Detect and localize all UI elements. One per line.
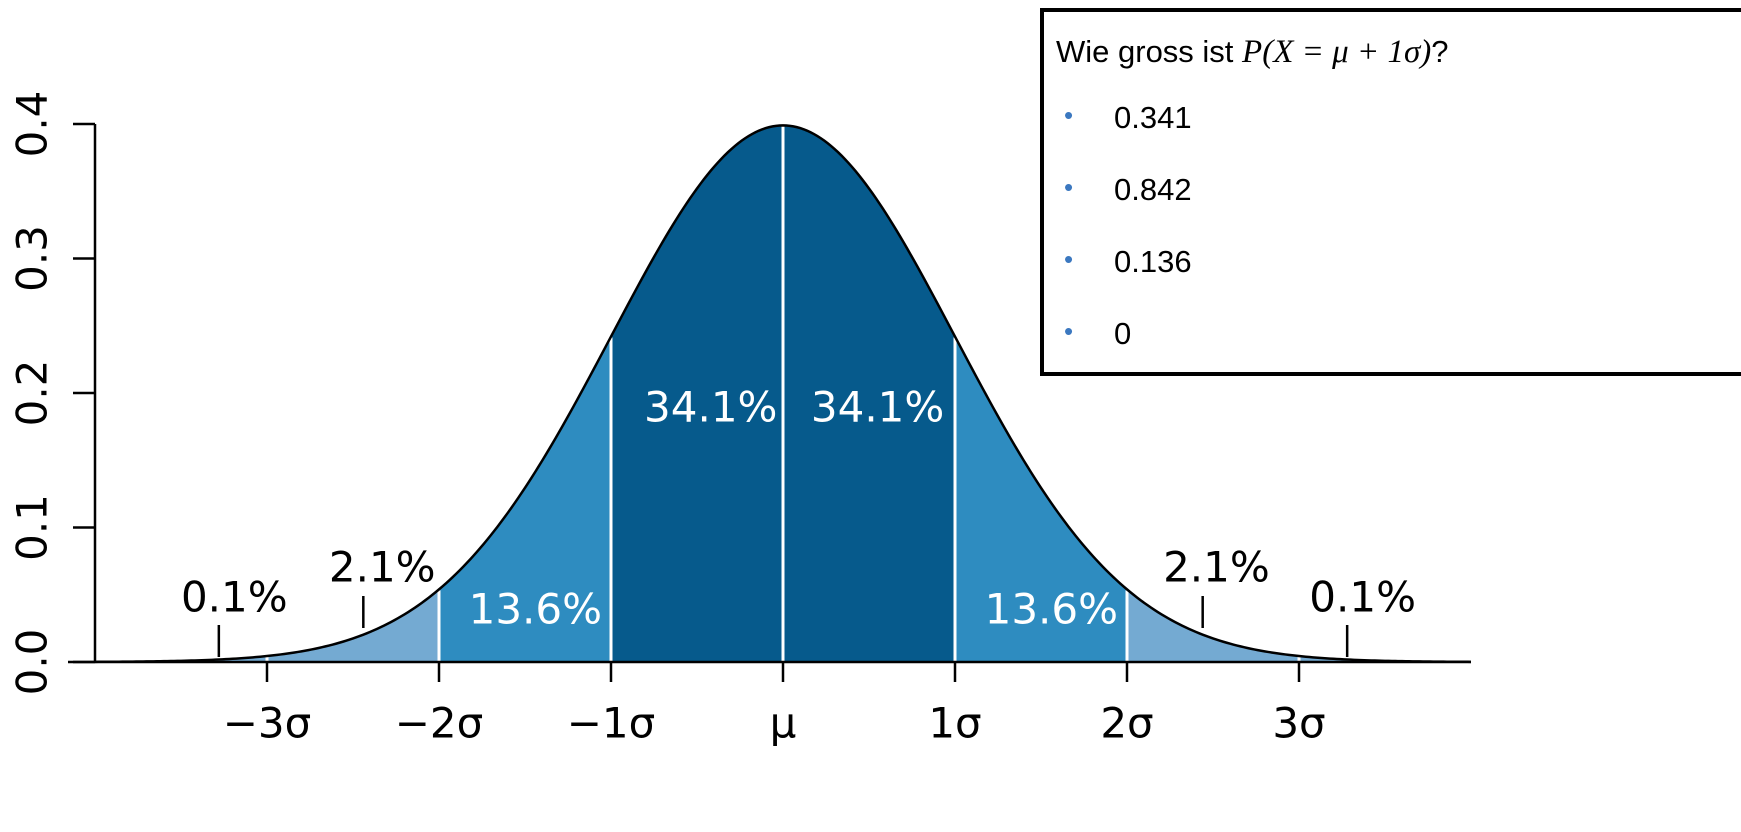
x-tick-label: −3σ	[223, 699, 312, 748]
y-tick-label: 0.1	[8, 494, 57, 561]
region-label: 34.1%	[811, 383, 944, 432]
x-tick-label: μ	[770, 699, 797, 748]
option-text: 0.842	[1114, 172, 1192, 207]
region-label: 13.6%	[985, 585, 1118, 634]
region-label: 0.1%	[181, 573, 288, 622]
y-tick-label: 0.3	[8, 225, 57, 292]
bullet: •	[1064, 244, 1074, 274]
region	[611, 125, 783, 663]
region	[267, 589, 439, 662]
y-tick-label: 0.2	[8, 360, 57, 427]
region-label: 13.6%	[469, 585, 602, 634]
x-tick-label: 2σ	[1100, 699, 1153, 748]
question-formula: P(X = μ + 1σ)	[1242, 34, 1432, 70]
x-tick-label: −1σ	[567, 699, 656, 748]
bullet: •	[1064, 316, 1074, 346]
bullet: •	[1064, 100, 1074, 130]
region-label: 34.1%	[644, 383, 777, 432]
density-curve	[94, 124, 1472, 664]
x-tick-label: −2σ	[395, 699, 484, 748]
x-tick-label: 3σ	[1272, 699, 1325, 748]
y-tick-label: 0.4	[8, 91, 57, 158]
region-label: 0.1%	[1309, 573, 1416, 622]
question-mark: ?	[1431, 34, 1449, 69]
region	[783, 125, 955, 663]
question: Wie gross ist P(X = μ + 1σ)?	[1056, 34, 1448, 71]
region-label: 2.1%	[329, 543, 436, 592]
region	[1127, 589, 1299, 662]
option-text: 0.341	[1114, 100, 1192, 135]
y-tick-label: 0.0	[8, 629, 57, 696]
option-text: 0.136	[1114, 244, 1192, 279]
bullet: •	[1064, 172, 1074, 202]
region-label: 2.1%	[1163, 543, 1270, 592]
quiz-box: Wie gross ist P(X = μ + 1σ)? • 0.341 • 0.84…	[1040, 8, 1741, 376]
option-text: 0	[1114, 316, 1132, 351]
question-text: Wie gross ist	[1056, 34, 1234, 69]
x-tick-label: 1σ	[928, 699, 981, 748]
